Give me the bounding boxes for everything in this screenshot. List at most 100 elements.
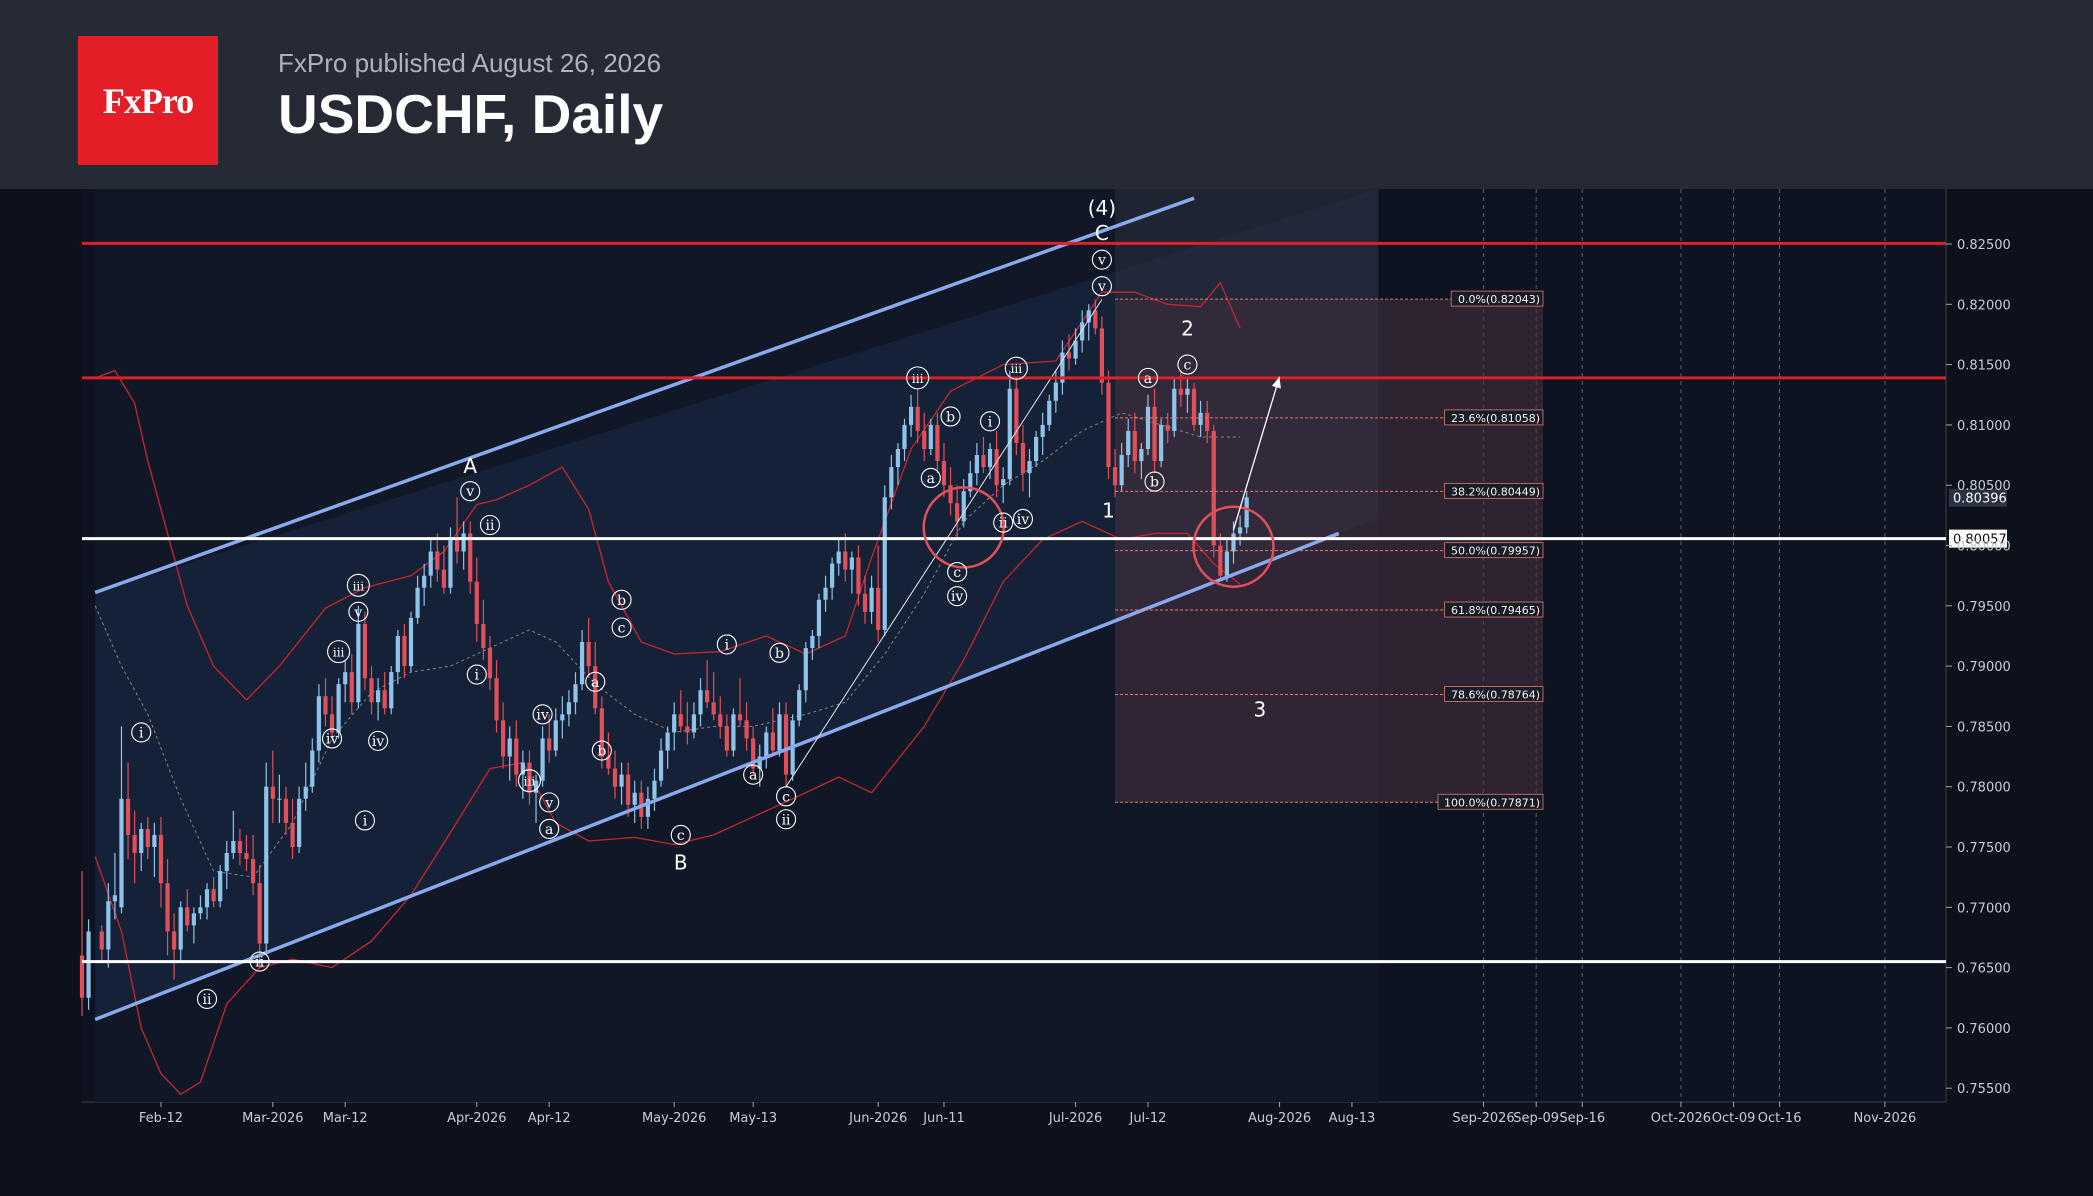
price-tag-box [1949, 529, 2007, 548]
wave-label: i [988, 414, 993, 430]
candle [606, 756, 611, 769]
candle [849, 557, 854, 570]
wave-label: v [1097, 279, 1106, 295]
candle [573, 684, 578, 703]
candle [474, 581, 479, 624]
candle [830, 563, 835, 588]
x-tick-label: Apr-2026 [447, 1111, 506, 1126]
price-tag-label: 0.80396 [1953, 492, 2007, 507]
candle [1086, 310, 1091, 323]
candle [310, 750, 315, 787]
price-chart: 0.0%(0.82043) 23.6%(0.81058) 38.2%(0.80449… [79, 189, 2011, 1126]
candle [724, 726, 729, 751]
wave-label: iv [372, 734, 384, 750]
x-tick-label: Nov-2026 [1854, 1111, 1917, 1126]
candle [1073, 340, 1078, 359]
candle [1034, 436, 1039, 462]
candle [1231, 533, 1236, 552]
candle [356, 623, 361, 703]
candle [672, 714, 677, 733]
candle [941, 461, 947, 486]
candle [520, 762, 525, 775]
candle [1152, 406, 1157, 462]
candle [1224, 551, 1230, 576]
wave-label: ii [255, 955, 264, 971]
fib-level-label: 50.0%(0.79957) [1451, 545, 1540, 558]
bollinger-upper [94, 281, 1241, 701]
x-tick-label: Oct-2026 [1651, 1111, 1711, 1126]
x-tick-label: Jun-2026 [848, 1111, 907, 1126]
candle [1159, 424, 1164, 462]
x-tick-label: Jun-11 [922, 1111, 965, 1126]
wave-circle [354, 810, 375, 831]
candle [599, 708, 604, 757]
candle [718, 714, 723, 727]
fib-label-box [1444, 409, 1544, 426]
projection-arrow [1232, 376, 1281, 531]
wave-circle [321, 728, 343, 749]
candle [783, 714, 789, 775]
wave-label: v [544, 795, 553, 811]
candle [336, 684, 341, 733]
candle [974, 455, 979, 474]
candle [915, 406, 920, 431]
candle [1112, 467, 1118, 486]
candle [297, 798, 302, 847]
wave-circle [906, 366, 930, 390]
candle [1119, 455, 1124, 486]
candle [323, 696, 328, 715]
candle [1172, 388, 1177, 431]
wave-circle [1144, 471, 1165, 492]
fib-label-box [1444, 601, 1544, 618]
channel-lower-line [94, 531, 1340, 1022]
wave-circle [1091, 249, 1112, 270]
candle [218, 871, 223, 902]
wave-circle [460, 481, 481, 502]
wave-label: i [475, 668, 480, 684]
wave-label: b [775, 646, 784, 662]
candle [1014, 388, 1019, 443]
y-tick-label: 0.79500 [1957, 600, 2011, 615]
wave-label: 2 [1181, 316, 1194, 340]
wave-label: ii [999, 516, 1008, 532]
fib-label-box [1444, 482, 1544, 499]
candle [382, 690, 387, 709]
wave-label: 3 [1253, 698, 1266, 722]
wave-label: ii [485, 518, 494, 534]
candle [415, 587, 420, 618]
candle [211, 889, 216, 902]
wave-label: iv [326, 731, 338, 747]
fib-label-box [1444, 686, 1544, 702]
candle [928, 424, 933, 450]
wave-circle [743, 764, 764, 785]
wave-circle [517, 769, 541, 793]
wave-circle [716, 634, 737, 655]
candle [908, 406, 914, 425]
candle [277, 798, 282, 800]
candle [99, 931, 104, 950]
y-tick-label: 0.75500 [1957, 1082, 2011, 1097]
candle [803, 648, 808, 691]
candle [139, 828, 144, 854]
candle [935, 424, 940, 462]
x-tick-label: Mar-12 [323, 1111, 368, 1126]
wave-label: ii [203, 992, 212, 1008]
wave-circle [479, 514, 501, 536]
candle [1060, 352, 1065, 383]
wave-label: iii [333, 646, 345, 660]
candle [658, 750, 664, 781]
candle [869, 587, 874, 612]
candle [737, 714, 743, 721]
candle [593, 666, 598, 709]
candle [685, 726, 690, 733]
candle [1001, 479, 1006, 486]
candle [823, 587, 828, 600]
x-tick-label: Jul-12 [1128, 1111, 1166, 1126]
candle [1066, 352, 1072, 359]
candle [895, 449, 901, 468]
wave-label: a [749, 768, 757, 784]
candle [1020, 442, 1026, 474]
x-tick-label: Oct-16 [1758, 1111, 1802, 1126]
candle [264, 786, 269, 944]
wave-label: b [597, 744, 606, 760]
